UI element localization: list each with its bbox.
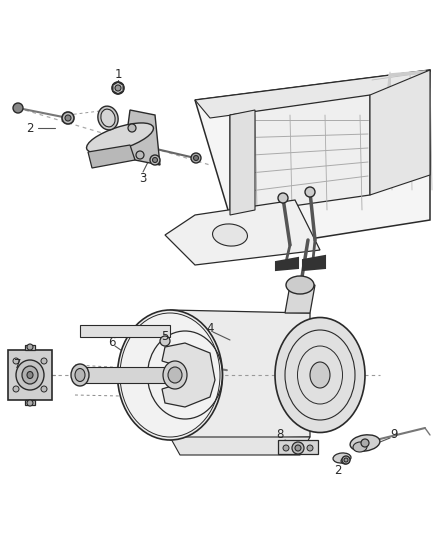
Polygon shape <box>276 258 298 270</box>
Circle shape <box>278 193 288 203</box>
Polygon shape <box>128 110 160 165</box>
Ellipse shape <box>286 276 314 294</box>
Text: 6: 6 <box>108 335 116 349</box>
Circle shape <box>13 358 19 364</box>
Circle shape <box>112 82 124 94</box>
Polygon shape <box>165 200 320 265</box>
Circle shape <box>27 400 33 406</box>
Text: 9: 9 <box>390 429 398 441</box>
Text: 4: 4 <box>206 321 214 335</box>
Circle shape <box>27 344 33 350</box>
Text: 2: 2 <box>334 464 342 477</box>
Polygon shape <box>285 285 315 313</box>
Circle shape <box>295 445 301 451</box>
Ellipse shape <box>341 458 349 464</box>
Circle shape <box>344 458 348 462</box>
Text: 3: 3 <box>139 172 147 184</box>
Polygon shape <box>170 437 310 455</box>
Ellipse shape <box>87 123 153 153</box>
Ellipse shape <box>117 310 223 440</box>
Polygon shape <box>230 95 370 215</box>
Polygon shape <box>170 310 310 440</box>
Text: 2: 2 <box>26 122 34 134</box>
Circle shape <box>191 153 201 163</box>
Ellipse shape <box>27 372 33 378</box>
Ellipse shape <box>16 360 44 390</box>
Ellipse shape <box>275 318 365 432</box>
Text: 5: 5 <box>161 329 169 343</box>
Ellipse shape <box>168 367 182 383</box>
Ellipse shape <box>350 435 380 451</box>
Polygon shape <box>195 70 430 250</box>
Polygon shape <box>195 70 430 118</box>
Circle shape <box>136 151 144 159</box>
Ellipse shape <box>101 109 115 127</box>
Ellipse shape <box>333 453 351 463</box>
Circle shape <box>13 386 19 392</box>
Circle shape <box>152 157 158 163</box>
Text: 7: 7 <box>14 359 22 372</box>
Text: 1: 1 <box>114 68 122 80</box>
Polygon shape <box>370 70 430 195</box>
Circle shape <box>292 442 304 454</box>
Polygon shape <box>80 325 170 337</box>
Circle shape <box>342 456 350 464</box>
Circle shape <box>194 156 198 160</box>
Circle shape <box>41 386 47 392</box>
Polygon shape <box>230 110 255 215</box>
Circle shape <box>62 112 74 124</box>
Circle shape <box>13 103 23 113</box>
Ellipse shape <box>120 313 220 437</box>
Polygon shape <box>162 343 215 407</box>
Circle shape <box>283 445 289 451</box>
Circle shape <box>160 336 170 346</box>
Circle shape <box>41 358 47 364</box>
Ellipse shape <box>75 368 85 382</box>
Polygon shape <box>25 345 35 350</box>
Polygon shape <box>88 145 135 168</box>
Polygon shape <box>113 82 123 94</box>
Ellipse shape <box>22 366 38 384</box>
Ellipse shape <box>212 224 247 246</box>
Polygon shape <box>80 367 170 383</box>
Circle shape <box>307 445 313 451</box>
Circle shape <box>150 155 160 165</box>
Circle shape <box>128 124 136 132</box>
Ellipse shape <box>71 364 89 386</box>
Polygon shape <box>303 256 325 270</box>
Ellipse shape <box>310 362 330 388</box>
Circle shape <box>305 187 315 197</box>
Ellipse shape <box>163 361 187 389</box>
Circle shape <box>361 439 369 447</box>
Polygon shape <box>278 440 318 454</box>
Circle shape <box>65 115 71 121</box>
Polygon shape <box>8 350 52 400</box>
Ellipse shape <box>353 442 367 452</box>
Text: 8: 8 <box>276 429 284 441</box>
Ellipse shape <box>98 106 118 130</box>
Circle shape <box>115 85 121 91</box>
Polygon shape <box>25 400 35 405</box>
